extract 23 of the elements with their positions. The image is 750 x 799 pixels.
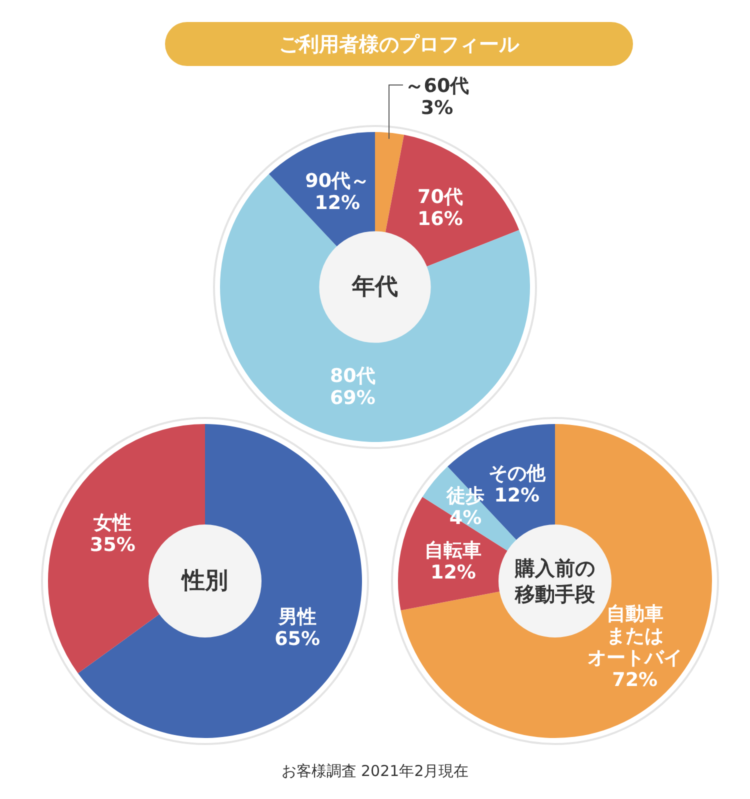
slice-label: 70代 xyxy=(417,186,463,208)
text: お客様調査 2021年2月現在 xyxy=(281,762,469,780)
data-label: 69% xyxy=(330,386,376,409)
text: 購入前の移動手段 xyxy=(514,556,596,606)
data-label: 65% xyxy=(274,628,320,650)
data-label: 12% xyxy=(430,562,476,584)
slice-label: 90代～ xyxy=(305,170,370,192)
text: 年代 xyxy=(351,274,398,300)
data-label: 16% xyxy=(417,208,463,230)
data-label: 35% xyxy=(90,534,136,556)
data-label: 3% xyxy=(420,97,454,119)
data-label: 12% xyxy=(494,484,540,507)
text: 性別 xyxy=(180,568,228,594)
slice-label: 自動車またはオートバイ xyxy=(587,603,682,670)
data-label: 12% xyxy=(314,192,360,214)
slice-label: その他 xyxy=(488,462,546,485)
slice-label: 自転車 xyxy=(424,540,482,562)
text: ご利用者様のプロフィール xyxy=(279,32,520,56)
data-label: 72% xyxy=(612,669,658,692)
slice-label: 男性 xyxy=(277,606,316,628)
slice-label: 80代 xyxy=(330,364,376,387)
slice-label: ～60代 xyxy=(404,75,470,97)
slice-label: 女性 xyxy=(92,512,132,534)
